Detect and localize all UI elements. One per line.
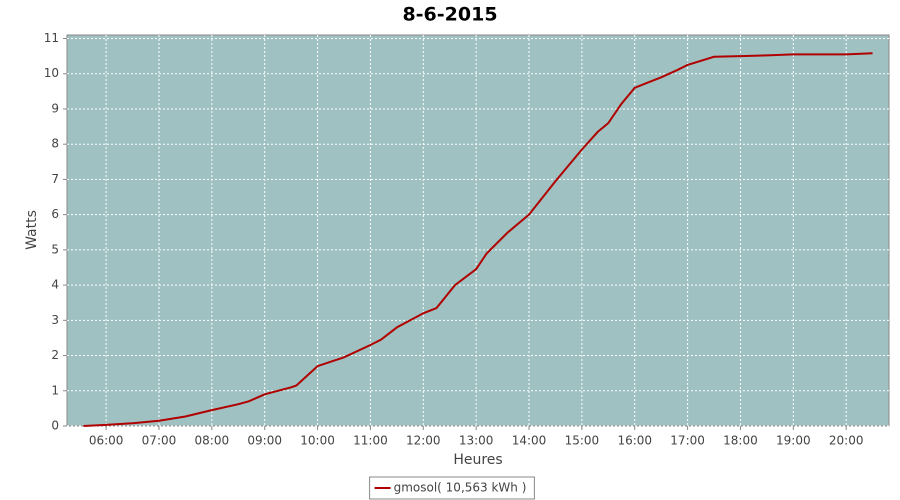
x-tick-label: 15:00 — [565, 434, 600, 448]
x-axis-label: Heures — [453, 452, 502, 468]
x-tick-label: 07:00 — [142, 434, 177, 448]
x-tick-label: 10:00 — [300, 434, 335, 448]
plot-area — [66, 34, 890, 427]
legend: gmosol( 10,563 kWh ) — [369, 476, 535, 500]
y-tick-label: 1 — [51, 383, 59, 397]
legend-box — [369, 476, 535, 500]
y-tick-label: 8 — [51, 137, 59, 151]
chart-title: 8-6-2015 — [402, 4, 497, 26]
y-tick-label: 9 — [51, 101, 59, 115]
x-tick-label: 09:00 — [247, 434, 282, 448]
x-tick-label: 14:00 — [512, 434, 547, 448]
x-tick-label: 12:00 — [406, 434, 441, 448]
x-tick-label: 18:00 — [723, 434, 758, 448]
y-tick-label: 11 — [44, 31, 59, 45]
x-tick-label: 17:00 — [670, 434, 705, 448]
x-tick-label: 11:00 — [353, 434, 388, 448]
y-tick-label: 7 — [51, 172, 59, 186]
x-tick-label: 19:00 — [776, 434, 811, 448]
y-tick-label: 4 — [51, 278, 59, 292]
y-axis-label: Watts — [24, 210, 40, 250]
y-tick-label: 6 — [51, 207, 59, 221]
x-tick-label: 16:00 — [617, 434, 652, 448]
y-tick-label: 5 — [51, 242, 59, 256]
y-tick-label: 10 — [44, 66, 59, 80]
x-tick-label: 13:00 — [459, 434, 494, 448]
x-tick-label: 08:00 — [195, 434, 230, 448]
y-tick-label: 0 — [51, 419, 59, 433]
legend-label: gmosol( 10,563 kWh ) — [394, 481, 527, 495]
y-tick-label: 2 — [51, 348, 59, 362]
y-tick-label: 3 — [51, 313, 59, 327]
series-line — [83, 52, 873, 427]
x-tick-label: 20:00 — [829, 434, 864, 448]
x-tick-label: 06:00 — [89, 434, 124, 448]
